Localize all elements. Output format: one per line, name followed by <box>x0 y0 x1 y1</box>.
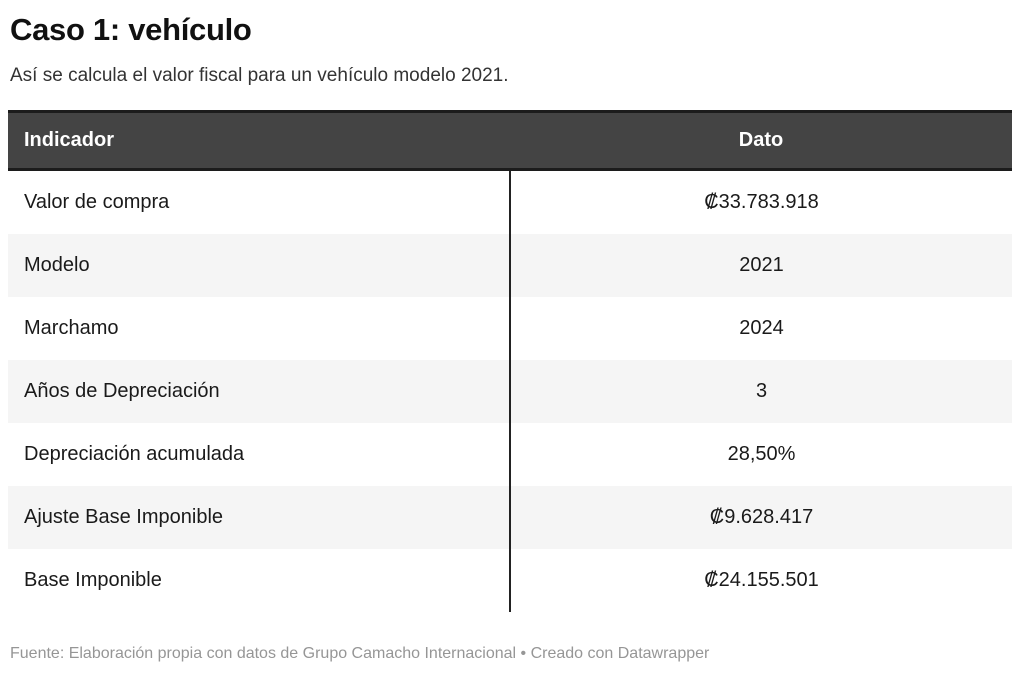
indicator-cell: Base Imponible <box>24 569 162 592</box>
table-row: Años de Depreciación 3 <box>8 360 1012 424</box>
indicator-cell: Depreciación acumulada <box>24 443 245 466</box>
table-row: Valor de compra ₡33.783.918 <box>8 169 1012 235</box>
column-header-dato: Dato <box>510 110 1012 172</box>
page-subtitle: Así se calcula el valor fiscal para un v… <box>10 64 509 86</box>
table-row: Depreciación acumulada 28,50% <box>8 423 1012 487</box>
indicator-cell: Años de Depreciación <box>24 380 220 403</box>
table-row: Marchamo 2024 <box>8 297 1012 361</box>
indicator-cell: Valor de compra <box>24 191 170 214</box>
indicator-table: Indicador Dato Valor de compra ₡33.783.91… <box>8 110 1012 613</box>
indicator-cell: Ajuste Base Imponible <box>24 506 224 529</box>
table-body: Valor de compra ₡33.783.918 Modelo 2021 Marc… <box>8 169 1012 613</box>
value-cell: ₡9.628.417 <box>509 486 1012 550</box>
table-row: Base Imponible ₡24.155.501 <box>8 549 1012 613</box>
value-cell: 28,50% <box>509 423 1012 487</box>
table-header-row: Indicador Dato <box>8 110 1012 172</box>
value-cell: 2024 <box>509 297 1012 361</box>
column-header-indicador: Indicador <box>8 110 510 172</box>
indicator-cell: Marchamo <box>24 317 119 340</box>
value-cell: 3 <box>509 360 1012 424</box>
value-cell: ₡24.155.501 <box>509 549 1012 613</box>
value-cell: ₡33.783.918 <box>509 169 1012 235</box>
table-row: Ajuste Base Imponible ₡9.628.417 <box>8 486 1012 550</box>
table-header: Indicador Dato <box>8 110 1012 172</box>
page-title: Caso 1: vehículo <box>10 12 252 47</box>
value-cell: 2021 <box>509 234 1012 298</box>
source-attribution: Fuente: Elaboración propia con datos de … <box>10 645 710 663</box>
table-row: Modelo 2021 <box>8 234 1012 298</box>
indicator-cell: Modelo <box>24 254 90 277</box>
